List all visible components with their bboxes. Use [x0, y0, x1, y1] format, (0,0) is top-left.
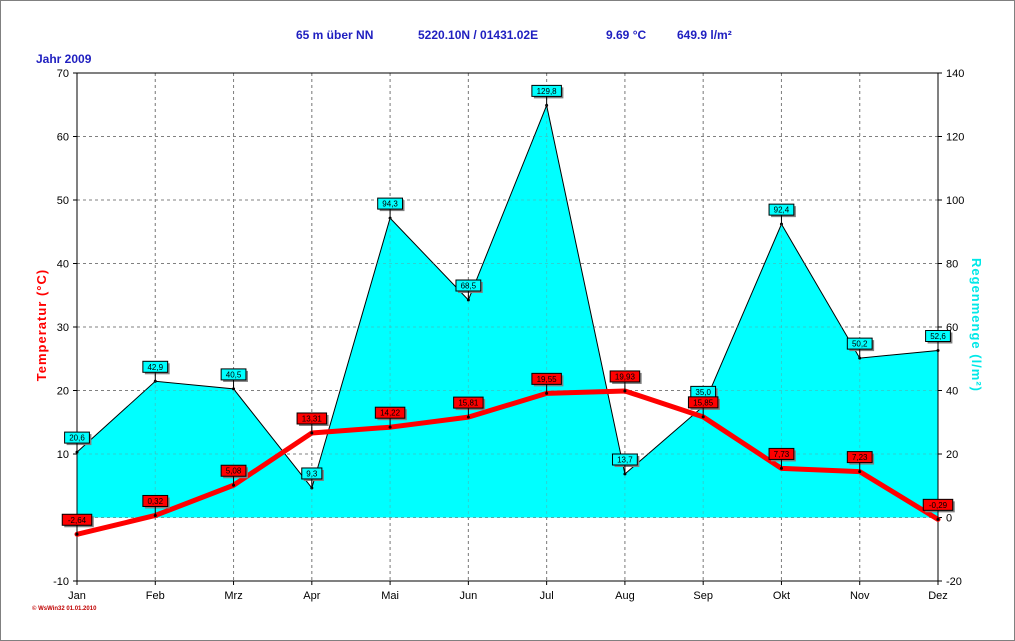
rain-data-label: 92,4: [768, 203, 796, 225]
temperature-data-label-text: -2,64: [68, 516, 87, 525]
x-tick-label: Apr: [303, 590, 320, 602]
y-tick-label-left: 50: [57, 195, 69, 207]
y-tick-label-left: -10: [53, 576, 69, 588]
temperature-data-label: 19,55: [531, 372, 564, 394]
temperature-data-label-text: -0,29: [929, 501, 948, 510]
y-tick-label-left: 40: [57, 259, 69, 271]
temperature-data-label-text: 7,23: [852, 453, 868, 462]
temperature-line: [74, 388, 941, 537]
y-tick-label-left: 10: [57, 449, 69, 461]
temperature-data-label-text: 0,32: [147, 497, 163, 506]
temperature-data-label: 13,31: [296, 412, 329, 433]
rain-data-label-text: 94,3: [382, 200, 398, 209]
y-tick-label-left: 60: [57, 132, 69, 144]
rain-data-label: 9,3: [301, 467, 324, 488]
temperature-data-label-text: 7,73: [774, 450, 790, 459]
y-axis-title-left: Temperatur (°C): [34, 269, 49, 381]
rain-data-label-text: 92,4: [774, 206, 790, 215]
temperature-data-label-text: 15,81: [458, 399, 479, 408]
temperature-data-label: 0,32: [142, 494, 170, 516]
x-tick-label: Aug: [615, 590, 635, 602]
temperature-data-label-text: 19,93: [615, 372, 636, 381]
temperature-data-label: 14,22: [374, 406, 407, 428]
x-tick-label: Sep: [693, 590, 713, 602]
x-tick-label: Feb: [146, 590, 165, 602]
axes: -10010203040506070-20020406080100120140J…: [53, 68, 964, 602]
y-tick-label-left: 20: [57, 386, 69, 398]
footer-credit: © WsWin32 01.01.2010: [32, 606, 97, 612]
rain-area: [77, 105, 938, 518]
rain-data-label: 50,2: [846, 337, 875, 359]
grid-overlay: [77, 73, 938, 581]
rain-data-label: 42,9: [142, 360, 170, 382]
rain-area-outline: [76, 103, 939, 490]
header-mean-temperature: 9.69 °C: [606, 28, 647, 42]
rain-data-label-text: 50,2: [852, 340, 868, 349]
data-labels: 20,6 42,9 40,5 9,3 94,3 68,5 129,8 13,7 35,0 92,4…: [61, 84, 955, 535]
x-tick-label: Okt: [773, 590, 790, 602]
temperature-data-label: 19,93: [609, 370, 642, 391]
rain-data-label-text: 42,9: [147, 363, 163, 372]
x-tick-label: Jul: [540, 590, 554, 602]
y-tick-label-right: 20: [946, 449, 958, 461]
rain-data-label-text: 13,7: [617, 456, 633, 465]
temperature-data-label: -0,29: [922, 498, 955, 520]
y-tick-label-right: -20: [946, 576, 962, 588]
temperature-data-label: -2,64: [61, 513, 94, 535]
temperature-data-label: 15,81: [453, 396, 486, 418]
rain-data-label: 129,8: [531, 84, 564, 106]
temperature-data-label-text: 15,85: [693, 398, 714, 407]
rain-data-label-text: 129,8: [537, 87, 558, 96]
y-tick-label-right: 140: [946, 68, 964, 80]
temperature-data-label-text: 13,31: [302, 414, 323, 423]
rain-data-label: 94,3: [377, 197, 405, 219]
temperature-data-label-text: 14,22: [380, 409, 401, 418]
rain-data-label-text: 20,6: [69, 434, 85, 443]
x-tick-label: Jun: [459, 590, 477, 602]
header-total-rain: 649.9 l/m²: [677, 28, 732, 42]
rain-data-label-text: 9,3: [306, 469, 318, 478]
y-tick-label-right: 0: [946, 513, 952, 525]
y-tick-label-right: 100: [946, 195, 964, 207]
temperature-data-label: 5,08: [220, 464, 248, 486]
y-tick-label-left: 30: [57, 322, 69, 334]
x-tick-label: Dez: [928, 590, 948, 602]
x-tick-label: Jan: [68, 590, 86, 602]
temperature-data-label-text: 19,55: [537, 375, 558, 384]
rain-data-label-text: 40,5: [226, 370, 242, 379]
temperature-data-label: 7,23: [846, 451, 875, 472]
x-tick-label: Nov: [850, 590, 870, 602]
temperature-data-label: 7,73: [768, 447, 796, 469]
year-label: Jahr 2009: [36, 52, 92, 66]
header-coordinates: 5220.10N / 01431.02E: [418, 28, 539, 42]
y-tick-label-left: 70: [57, 68, 69, 80]
temperature-data-label: 15,85: [687, 396, 720, 417]
rain-data-label: 40,5: [220, 368, 248, 389]
rain-data-label: 52,6: [925, 329, 953, 351]
header-altitude: 65 m über NN: [296, 28, 374, 42]
y-tick-label-right: 120: [946, 132, 964, 144]
rain-data-label-text: 35,0: [695, 388, 711, 397]
temperature-data-label-text: 5,08: [226, 467, 242, 476]
x-tick-label: Mrz: [224, 590, 242, 602]
rain-data-label: 68,5: [455, 279, 483, 301]
y-axis-title-right: Regenmenge (l/m²): [969, 258, 984, 392]
rain-data-label: 13,7: [612, 453, 640, 475]
x-tick-label: Mai: [381, 590, 399, 602]
y-tick-label-right: 80: [946, 259, 958, 271]
rain-data-label-text: 52,6: [930, 332, 946, 341]
y-tick-label-right: 40: [946, 386, 958, 398]
rain-data-label-text: 68,5: [461, 282, 477, 291]
rain-data-label: 20,6: [64, 431, 92, 453]
